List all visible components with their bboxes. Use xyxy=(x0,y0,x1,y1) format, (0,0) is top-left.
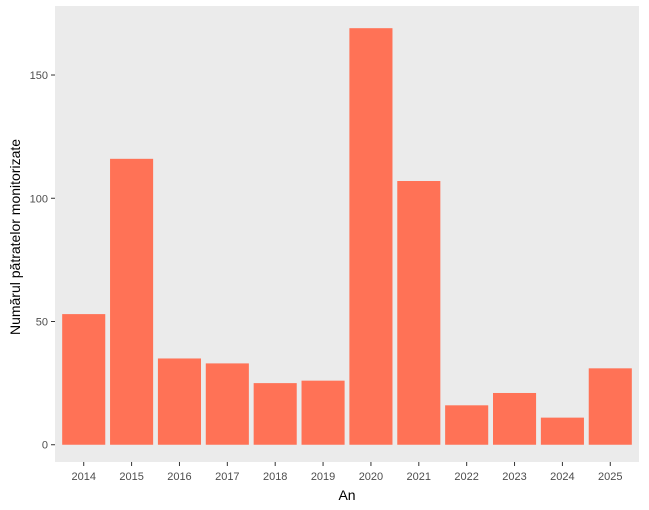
x-tick-label-2016: 2016 xyxy=(167,471,191,483)
y-axis-title: Numărul pătratelor monitorizate xyxy=(7,139,23,335)
y-tick-label-100: 100 xyxy=(30,193,48,205)
bar-2014 xyxy=(62,314,106,445)
y-axis: 0 50 100 150 xyxy=(30,70,55,452)
bar-2018 xyxy=(253,383,297,445)
y-tick-label-150: 150 xyxy=(30,70,48,82)
x-tick-label-2025: 2025 xyxy=(598,471,622,483)
x-tick-label-2020: 2020 xyxy=(359,471,383,483)
x-axis-title: An xyxy=(338,487,355,503)
x-tick-label-2021: 2021 xyxy=(407,471,431,483)
bar-2023 xyxy=(493,392,537,445)
bar-2020 xyxy=(349,28,393,445)
bars-group xyxy=(62,28,632,445)
x-axis: 2014 2015 2016 2017 2018 2019 2020 2021 2022 2023… xyxy=(71,462,623,483)
bar-2022 xyxy=(445,405,489,445)
bar-2015 xyxy=(110,158,154,445)
x-tick-label-2015: 2015 xyxy=(119,471,143,483)
x-tick-label-2023: 2023 xyxy=(502,471,526,483)
y-tick-label-0: 0 xyxy=(42,440,48,452)
x-tick-label-2024: 2024 xyxy=(550,471,574,483)
x-tick-label-2022: 2022 xyxy=(454,471,478,483)
bar-2016 xyxy=(157,358,201,445)
x-tick-label-2017: 2017 xyxy=(215,471,239,483)
bar-2017 xyxy=(205,363,249,445)
x-tick-label-2014: 2014 xyxy=(71,471,95,483)
y-tick-label-50: 50 xyxy=(36,317,48,329)
x-tick-label-2019: 2019 xyxy=(311,471,335,483)
bar-2025 xyxy=(588,368,632,445)
x-tick-label-2018: 2018 xyxy=(263,471,287,483)
bar-2021 xyxy=(397,181,441,445)
bar-2019 xyxy=(301,380,345,445)
bar-2024 xyxy=(540,417,584,445)
